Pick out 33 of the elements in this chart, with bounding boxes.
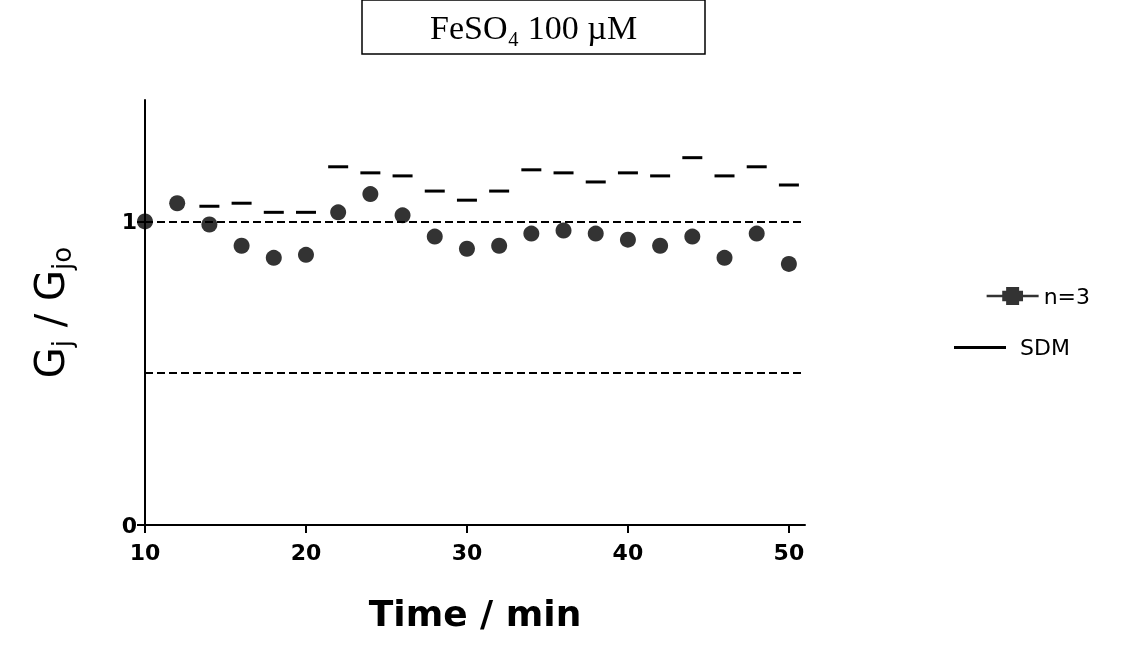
- point: [684, 228, 701, 245]
- x-tick-label: 40: [612, 539, 644, 565]
- point: [523, 225, 540, 242]
- text: SDM: [1020, 335, 1070, 360]
- point: [716, 249, 733, 266]
- point: [394, 207, 411, 224]
- point: [233, 237, 250, 254]
- point: [265, 249, 282, 266]
- point: [297, 246, 314, 263]
- x-tick-label: 10: [129, 539, 161, 565]
- chart-title: FeSO₄ 100 µM: [430, 8, 638, 46]
- x-tick-label: 20: [290, 539, 322, 565]
- x-tick-label: 30: [451, 539, 483, 565]
- point: [780, 255, 797, 272]
- point: [587, 225, 604, 242]
- point: [619, 231, 636, 248]
- y-tick-label: 1: [121, 208, 137, 234]
- point: [426, 228, 443, 245]
- point: [201, 216, 218, 233]
- x-tick-label: 50: [773, 539, 805, 565]
- point: [330, 204, 347, 221]
- legend-label: n=3: [1043, 283, 1090, 309]
- point: [748, 225, 765, 242]
- y-axis-title: Gj / Gjo: [27, 246, 77, 379]
- point: [491, 237, 508, 254]
- point: [458, 240, 475, 257]
- y-tick-label: 0: [121, 512, 137, 538]
- point: [137, 213, 153, 230]
- point: [652, 237, 669, 254]
- point: [555, 222, 572, 239]
- x-axis-title: Time / min: [368, 592, 582, 634]
- point: [169, 195, 186, 212]
- point: [362, 186, 379, 203]
